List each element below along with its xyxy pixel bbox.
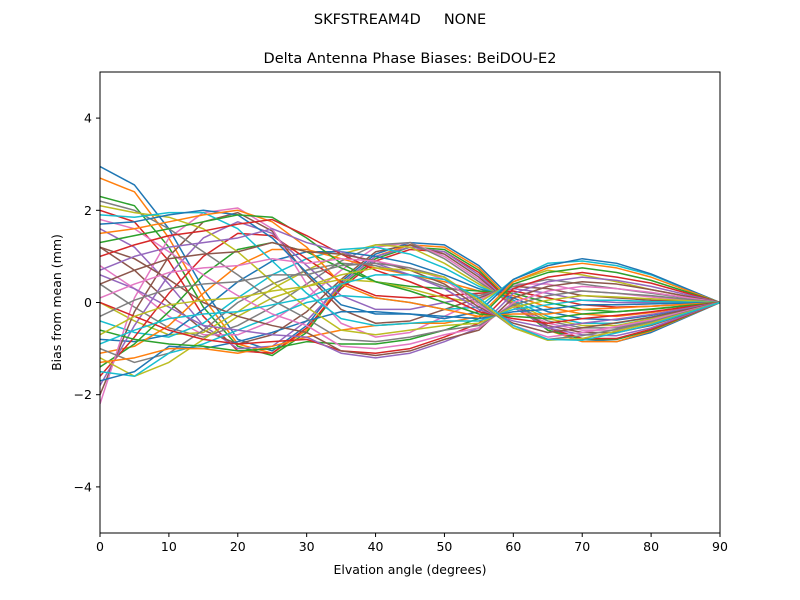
x-tick-label: 90 [712, 539, 728, 554]
series-line-18 [100, 262, 720, 364]
series-line-26 [100, 246, 720, 357]
series-line-33 [100, 214, 720, 320]
x-tick-label: 60 [505, 539, 521, 554]
y-tick-label: −4 [74, 479, 92, 494]
series-layer [100, 165, 720, 405]
series-line-39 [100, 267, 720, 342]
y-axis-label: Bias from mean (mm) [49, 234, 64, 371]
series-line-7 [100, 241, 720, 336]
series-line-24 [100, 271, 720, 354]
chart-title: Delta Antenna Phase Biases: BeiDOU-E2 [264, 51, 557, 67]
series-line-38 [100, 262, 720, 341]
x-tick-label: 80 [643, 539, 659, 554]
series-line-25 [100, 274, 720, 359]
figure-suptitle: SKFSTREAM4D NONE [314, 12, 486, 28]
series-line-27 [100, 218, 720, 350]
series-line-29 [100, 204, 720, 336]
series-line-30 [100, 211, 720, 327]
y-axis: −4 −2 0 2 4 [74, 111, 100, 494]
series-line-31 [100, 209, 720, 320]
series-line-37 [100, 257, 720, 338]
y-tick-label: −2 [74, 387, 92, 402]
x-tick-label: 40 [368, 539, 384, 554]
x-tick-label: 50 [436, 539, 452, 554]
x-tick-label: 10 [161, 539, 177, 554]
x-axis-label: Elvation angle (degrees) [333, 562, 486, 577]
series-line-11 [100, 251, 720, 343]
x-tick-label: 30 [299, 539, 315, 554]
series-line-9 [100, 244, 720, 336]
series-line-23 [100, 267, 720, 352]
series-line-34 [100, 218, 720, 324]
y-tick-label: 0 [84, 295, 92, 310]
series-line-19 [100, 269, 720, 378]
series-line-40 [100, 274, 720, 345]
series-line-28 [100, 200, 720, 343]
x-tick-label: 0 [96, 539, 104, 554]
x-axis: 0 10 20 30 40 50 60 70 80 90 [96, 533, 728, 554]
x-tick-label: 70 [574, 539, 590, 554]
y-tick-label: 2 [84, 203, 92, 218]
series-line-32 [100, 209, 720, 318]
y-tick-label: 4 [84, 111, 92, 126]
x-tick-label: 20 [230, 539, 246, 554]
series-line-8 [100, 241, 720, 338]
